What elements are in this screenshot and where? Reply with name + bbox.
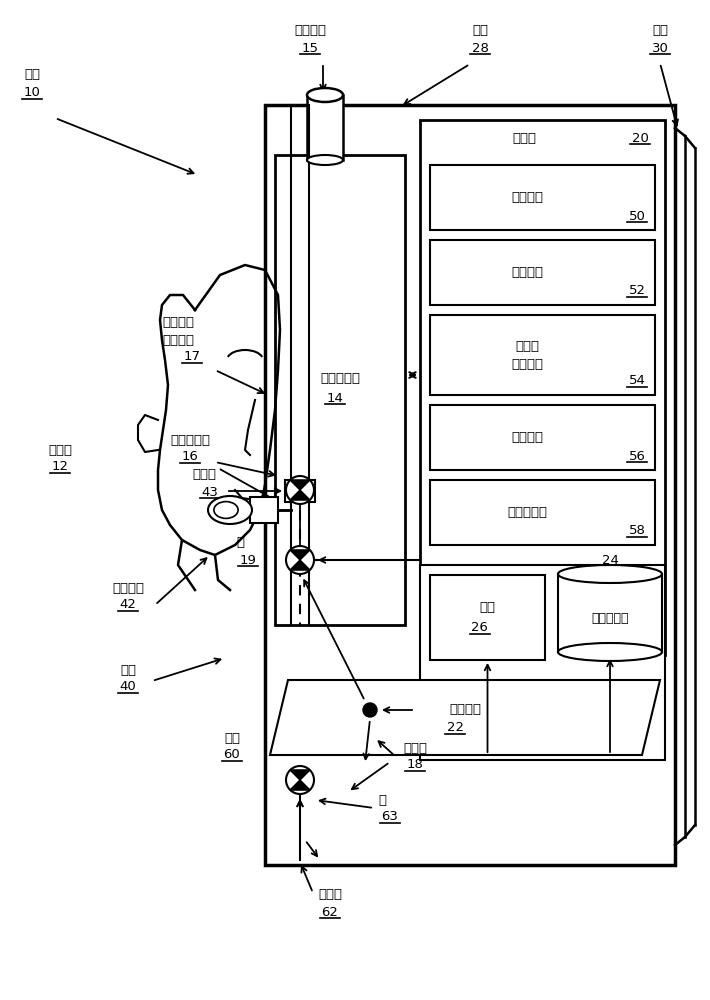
Polygon shape [290,770,310,780]
Text: 阀: 阀 [378,794,386,806]
Bar [430,240,655,305]
Ellipse shape [307,88,343,102]
Text: 阀控制模块: 阀控制模块 [508,506,547,519]
Text: 电源: 电源 [479,601,496,614]
Text: 产生器: 产生器 [515,340,540,353]
Circle shape [286,476,314,504]
Circle shape [363,703,377,717]
Text: 进入端口: 进入端口 [294,23,326,36]
Polygon shape [290,550,310,560]
Text: 56: 56 [628,450,645,462]
Text: 62: 62 [322,906,339,918]
Text: 受试者: 受试者 [48,444,72,456]
Polygon shape [290,780,310,790]
Text: 42: 42 [119,598,136,611]
Text: 处理器: 处理器 [513,131,537,144]
Text: 17: 17 [183,351,200,363]
Bar [307,95,343,160]
Text: 控制模块: 控制模块 [511,358,543,370]
Text: 参数模块: 参数模块 [511,191,543,204]
Bar [250,497,278,523]
Text: 30: 30 [652,41,668,54]
Bar [265,105,675,865]
Bar [420,565,665,760]
Text: 传感器: 传感器 [403,742,427,754]
Polygon shape [290,480,310,490]
Ellipse shape [558,565,662,583]
Bar [275,155,405,625]
Ellipse shape [307,155,343,165]
Text: 用户界面: 用户界面 [449,703,481,716]
Bar [420,120,665,655]
Text: 58: 58 [628,524,645,538]
Bar [285,480,315,502]
Text: 12: 12 [52,460,68,474]
Text: 混合模块: 混合模块 [511,431,543,444]
Text: 43: 43 [202,486,219,498]
Text: 手柄: 手柄 [652,23,668,36]
Text: 排气口: 排气口 [318,888,342,902]
Text: 电子存储器: 电子存储器 [591,611,629,624]
Polygon shape [290,490,310,500]
Text: 19: 19 [239,554,256,566]
Polygon shape [290,560,310,570]
Text: 14: 14 [327,391,344,404]
Text: 10: 10 [23,87,40,100]
Text: 流路: 流路 [224,732,240,744]
Text: 进入端口: 进入端口 [162,334,194,347]
Bar [430,480,655,545]
Text: 压力产生器: 压力产生器 [320,371,360,384]
Text: 20: 20 [632,131,648,144]
Text: 60: 60 [224,748,241,762]
Polygon shape [270,680,660,755]
Ellipse shape [214,502,238,518]
Text: 52: 52 [628,284,645,298]
Bar [430,315,655,395]
Ellipse shape [558,643,662,661]
Circle shape [286,546,314,574]
Text: 22: 22 [447,721,464,734]
Text: 过滤器: 过滤器 [192,468,216,482]
Text: 16: 16 [182,450,198,464]
Text: 50: 50 [628,210,645,223]
Text: 阀: 阀 [236,536,244,550]
Text: 26: 26 [471,621,488,634]
Text: 18: 18 [407,758,423,772]
Text: 导管: 导管 [120,664,136,676]
Text: 28: 28 [471,41,488,54]
Text: 15: 15 [302,41,319,54]
Text: 40: 40 [119,680,136,694]
Circle shape [286,766,314,794]
Text: 外壳: 外壳 [472,23,488,36]
Text: 受试者界面: 受试者界面 [170,434,210,446]
Text: 界面器具: 界面器具 [112,582,144,594]
Text: 过渡模块: 过渡模块 [511,266,543,279]
Text: 24: 24 [601,554,618,566]
Ellipse shape [208,496,252,524]
Bar [430,165,655,230]
Bar [430,575,545,660]
Text: 54: 54 [628,374,645,387]
Text: 63: 63 [381,810,398,824]
Bar [430,405,655,470]
Text: 系统: 系统 [24,68,40,82]
Text: 混合气体: 混合气体 [162,316,194,330]
